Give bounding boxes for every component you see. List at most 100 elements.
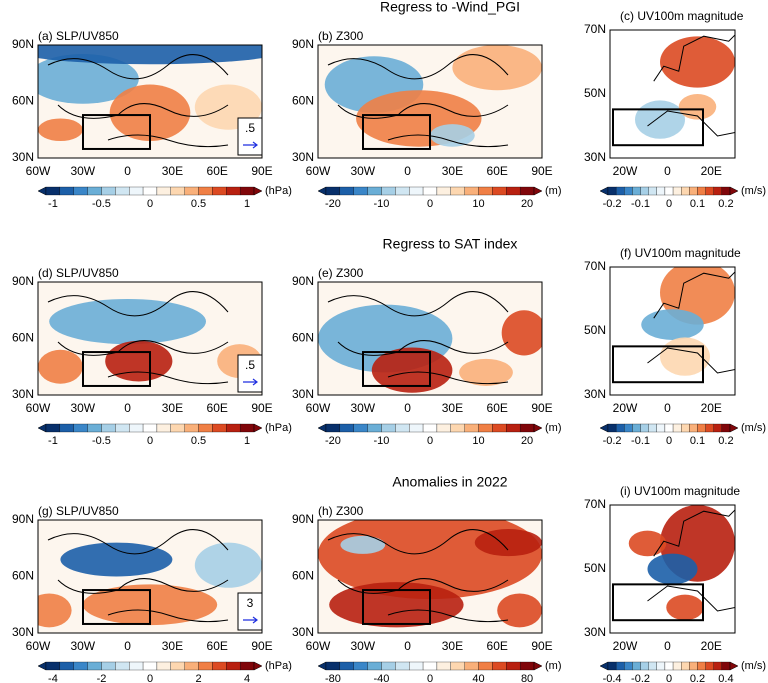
row-title: Anomalies in 2022	[392, 474, 507, 490]
vector-ref-box	[237, 117, 263, 156]
map	[38, 520, 262, 633]
colorbar-swatch	[367, 423, 382, 433]
colorbar-swatch	[506, 186, 521, 196]
colorbar-swatch	[681, 423, 690, 433]
anomaly	[660, 36, 735, 88]
y-tick-label: 50N	[584, 561, 606, 575]
panel-label: (e) Z300	[318, 266, 364, 280]
anomaly	[647, 553, 698, 585]
colorbar-swatch	[713, 186, 723, 196]
colorbar-unit: (hPa)	[265, 422, 292, 434]
colorbar-swatch	[640, 186, 649, 196]
colorbar-tick-label: 1	[244, 198, 250, 210]
map	[610, 505, 735, 633]
x-tick-label: 30W	[350, 639, 375, 653]
vector-ref-box	[237, 592, 263, 631]
colorbar-tick-label: 0.1	[690, 435, 705, 447]
anomaly	[38, 593, 72, 628]
colorbar-swatch	[713, 661, 723, 671]
anomaly	[60, 542, 173, 577]
colorbar-end	[533, 423, 543, 433]
panel-label: (g) SLP/UV850	[38, 504, 119, 518]
colorbar-swatch	[395, 186, 410, 196]
colorbar-swatch	[689, 186, 698, 196]
x-tick-label: 90E	[251, 164, 272, 178]
colorbar-tick-label: 20	[521, 435, 533, 447]
colorbar-swatch	[450, 423, 465, 433]
colorbar-swatch	[624, 661, 633, 671]
colorbar-end	[599, 661, 609, 671]
colorbar-swatch	[721, 423, 731, 433]
vector-ref-arrow	[243, 378, 258, 386]
colorbar-swatch	[632, 186, 641, 196]
colorbar-tick-label: -20	[325, 435, 341, 447]
colorbar-unit: (m/s)	[741, 422, 766, 434]
colorbar-swatch	[721, 186, 731, 196]
colorbar-tick-label: 80	[521, 673, 533, 683]
colorbar-tick-label: -40	[374, 673, 390, 683]
x-tick-label: 0	[124, 401, 131, 415]
colorbar-tick-label: -4	[48, 673, 58, 683]
colorbar-swatch	[492, 661, 507, 671]
colorbar-swatch	[464, 661, 479, 671]
colorbar-swatch	[721, 661, 731, 671]
region-box	[82, 114, 151, 150]
colorbar-swatch	[353, 186, 368, 196]
anomaly	[340, 535, 386, 554]
colorbar-end	[533, 661, 543, 671]
colorbar-swatch	[409, 423, 424, 433]
colorbar-swatch	[624, 186, 633, 196]
y-tick-label: 30N	[584, 625, 606, 639]
y-tick-label: 30N	[584, 150, 606, 164]
colorbar-swatch	[615, 423, 625, 433]
colorbar-swatch	[648, 423, 657, 433]
colorbar-tick-label: -0.4	[603, 673, 622, 683]
x-tick-label: 60E	[207, 639, 228, 653]
colorbar-swatch	[184, 186, 199, 196]
colorbar-tick-label: 40	[472, 673, 484, 683]
colorbar-swatch	[436, 186, 451, 196]
colorbar-tick-label: -0.1	[631, 198, 650, 210]
colorbar-swatch	[101, 423, 116, 433]
x-tick-label: 60W	[306, 639, 331, 653]
colorbar-swatch	[87, 423, 102, 433]
colorbar-swatch	[705, 661, 714, 671]
colorbar-swatch	[506, 661, 521, 671]
y-tick-label: 90N	[292, 37, 314, 51]
colorbar-unit: (m)	[545, 185, 562, 197]
anomaly	[641, 309, 704, 340]
colorbar-swatch	[464, 423, 479, 433]
row-title: Regress to SAT index	[383, 236, 518, 252]
colorbar-swatch	[607, 423, 617, 433]
colorbar-swatch	[478, 423, 493, 433]
coastline	[647, 271, 735, 374]
x-tick-label: 0	[124, 164, 131, 178]
map-frame	[609, 504, 736, 634]
colorbar-swatch	[422, 661, 438, 671]
region-box	[82, 589, 151, 625]
x-tick-label: 20E	[701, 639, 722, 653]
region-box	[612, 345, 704, 384]
colorbar-swatch	[353, 423, 368, 433]
x-tick-label: 60E	[207, 164, 228, 178]
colorbar-tick-label: -0.2	[603, 198, 622, 210]
colorbar-swatch	[198, 186, 213, 196]
colorbar-swatch	[697, 423, 706, 433]
colorbar-tick-label: 1	[244, 435, 250, 447]
y-tick-label: 70N	[584, 497, 606, 511]
x-tick-label: 30E	[442, 401, 463, 415]
colorbar-swatch	[239, 661, 255, 671]
x-tick-label: 30E	[162, 164, 183, 178]
x-tick-label: 30W	[70, 164, 95, 178]
colorbar-end	[729, 661, 739, 671]
colorbar-swatch	[87, 186, 102, 196]
map	[38, 282, 262, 395]
y-tick-label: 60N	[292, 569, 314, 583]
colorbar-swatch	[73, 186, 88, 196]
colorbar-swatch	[422, 423, 438, 433]
colorbar-swatch	[664, 423, 674, 433]
colorbar-tick-label: 0.4	[718, 673, 733, 683]
y-tick-label: 30N	[292, 387, 314, 401]
colorbar-swatch	[142, 661, 158, 671]
colorbar-tick-label: -0.5	[92, 198, 111, 210]
